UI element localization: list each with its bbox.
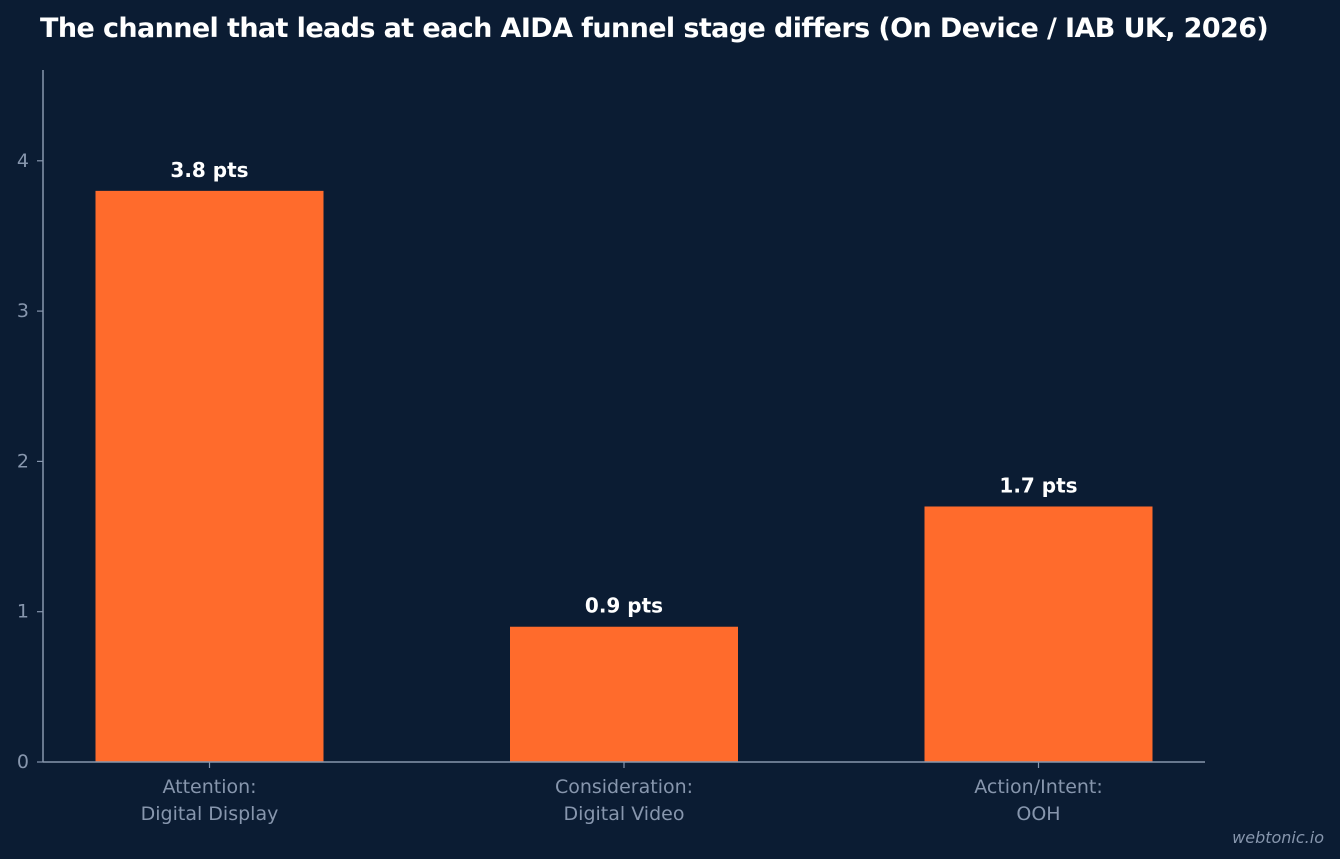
x-tick-label: Digital Display: [141, 803, 279, 825]
bar: [95, 190, 324, 763]
x-tick-label: Consideration:: [555, 776, 693, 798]
x-tick-label: OOH: [1016, 803, 1060, 825]
data-label: 1.7 pts: [999, 473, 1077, 497]
x-axis-labels: Attention: Digital Display Consideration: D…: [141, 762, 1103, 825]
y-tick-label: 2: [17, 450, 29, 472]
chart-title: The channel that leads at each AIDA funn…: [40, 13, 1269, 44]
y-tick-label: 0: [17, 751, 29, 773]
watermark: webtonic.io: [1232, 828, 1324, 847]
bars: [95, 190, 1153, 763]
bar: [924, 506, 1153, 762]
data-label: 3.8 pts: [170, 158, 248, 182]
x-tick-label: Attention:: [162, 776, 256, 798]
y-tick-label: 3: [17, 300, 29, 322]
x-tick-label: Action/Intent:: [974, 776, 1103, 798]
y-axis-ticks: 0 1 2 3 4: [17, 150, 43, 773]
data-labels: 3.8 pts 0.9 pts 1.7 pts: [170, 158, 1077, 618]
data-label: 0.9 pts: [585, 594, 663, 618]
bar: [510, 626, 738, 762]
y-tick-label: 4: [17, 150, 29, 172]
y-tick-label: 1: [17, 601, 29, 623]
x-tick-label: Digital Video: [564, 803, 685, 825]
